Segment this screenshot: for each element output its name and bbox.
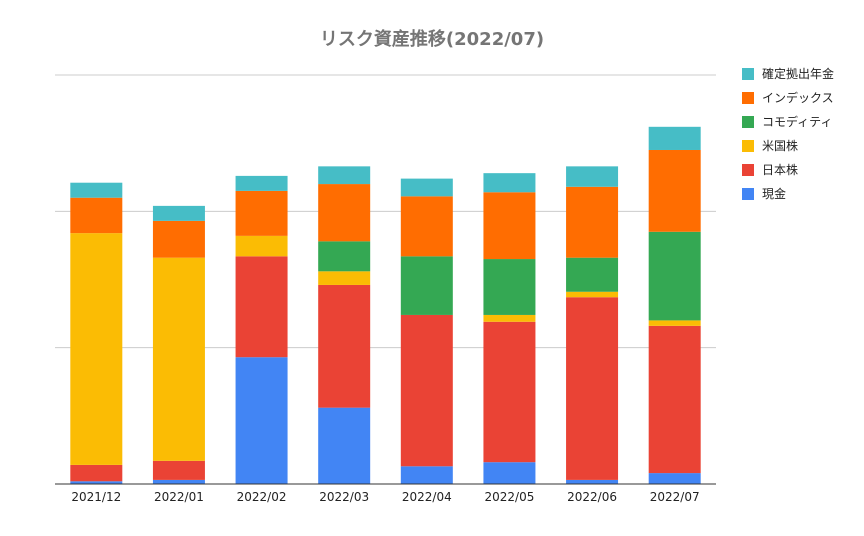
bar-segment-1	[400, 314, 453, 467]
bar-segment-2	[235, 235, 288, 257]
bar-stack-2021-12	[70, 182, 123, 484]
bar-stack-2022-07	[648, 126, 701, 484]
legend-swatch	[742, 188, 754, 200]
bar-segment-1	[318, 284, 371, 408]
bar-segment-4	[318, 184, 371, 242]
x-tick-label: 2022/04	[402, 490, 452, 504]
bar-stack-2022-04	[400, 178, 453, 484]
legend-swatch	[742, 68, 754, 80]
bar-segment-0	[566, 479, 619, 484]
legend-item: インデックス	[742, 90, 834, 105]
legend-item: 現金	[742, 186, 786, 201]
bar-segment-0	[70, 481, 123, 484]
legend-swatch	[742, 116, 754, 128]
bar-segment-5	[400, 178, 453, 197]
bar-segment-4	[152, 220, 205, 258]
x-axis-tick-labels: 2021/12 2022/01 2022/02 2022/03 2022/04 2022/…	[71, 490, 699, 504]
x-tick-label: 2022/05	[485, 490, 535, 504]
bar-segment-5	[648, 126, 701, 150]
chart-title: リスク資産推移(2022/07)	[320, 28, 544, 50]
legend-item: コモディティ	[742, 114, 832, 129]
bar-segment-0	[648, 473, 701, 484]
bar-segment-1	[483, 321, 536, 463]
bar-stack-2022-03	[318, 166, 371, 484]
legend-swatch	[742, 140, 754, 152]
bar-segment-5	[152, 205, 205, 221]
bar-segment-2	[318, 271, 371, 285]
bar-segment-3	[566, 257, 619, 292]
bar-segment-0	[400, 466, 453, 484]
bar-stack-2022-05	[483, 173, 536, 484]
x-tick-label: 2022/03	[319, 490, 369, 504]
bar-segment-2	[648, 320, 701, 326]
bar-segment-1	[648, 325, 701, 474]
legend-label: 米国株	[762, 138, 798, 153]
legend-label: 日本株	[762, 162, 798, 177]
legend-label: コモディティ	[762, 114, 832, 129]
bar-stack-2022-06	[566, 166, 619, 484]
legend-item: 米国株	[742, 138, 798, 153]
bars	[70, 126, 701, 484]
bar-segment-1	[566, 297, 619, 480]
bar-segment-5	[483, 173, 536, 193]
bar-segment-3	[648, 231, 701, 321]
bar-segment-4	[483, 192, 536, 260]
bar-segment-4	[235, 190, 288, 236]
bar-segment-0	[483, 462, 536, 484]
bar-segment-0	[235, 357, 288, 484]
x-tick-label: 2022/06	[567, 490, 617, 504]
bar-segment-4	[648, 149, 701, 232]
bar-segment-3	[318, 241, 371, 272]
bar-segment-2	[483, 314, 536, 322]
bar-segment-5	[70, 182, 123, 198]
legend-item: 日本株	[742, 162, 798, 177]
legend-item: 確定拠出年金	[742, 66, 834, 81]
x-tick-label: 2022/01	[154, 490, 204, 504]
bar-segment-0	[318, 407, 371, 484]
bar-segment-1	[152, 460, 205, 480]
x-tick-label: 2022/02	[237, 490, 287, 504]
legend-label: インデックス	[762, 90, 834, 105]
bar-segment-1	[70, 464, 123, 482]
bar-segment-2	[566, 291, 619, 298]
bar-segment-3	[483, 259, 536, 315]
legend-label: 現金	[762, 186, 786, 201]
bar-segment-4	[70, 197, 123, 234]
bar-stack-2022-02	[235, 175, 288, 484]
bar-segment-4	[400, 196, 453, 257]
x-tick-label: 2021/12	[71, 490, 121, 504]
bar-segment-5	[235, 175, 288, 191]
x-tick-label: 2022/07	[650, 490, 700, 504]
bar-segment-0	[152, 479, 205, 484]
bar-segment-2	[152, 257, 205, 461]
legend-swatch	[742, 164, 754, 176]
bar-segment-2	[70, 233, 123, 465]
bar-stack-2022-01	[152, 205, 205, 484]
bar-segment-5	[566, 166, 619, 187]
legend-label: 確定拠出年金	[762, 66, 834, 81]
bar-segment-1	[235, 256, 288, 358]
bar-segment-4	[566, 186, 619, 258]
bar-segment-3	[400, 256, 453, 315]
legend-swatch	[742, 92, 754, 104]
bar-segment-5	[318, 166, 371, 185]
